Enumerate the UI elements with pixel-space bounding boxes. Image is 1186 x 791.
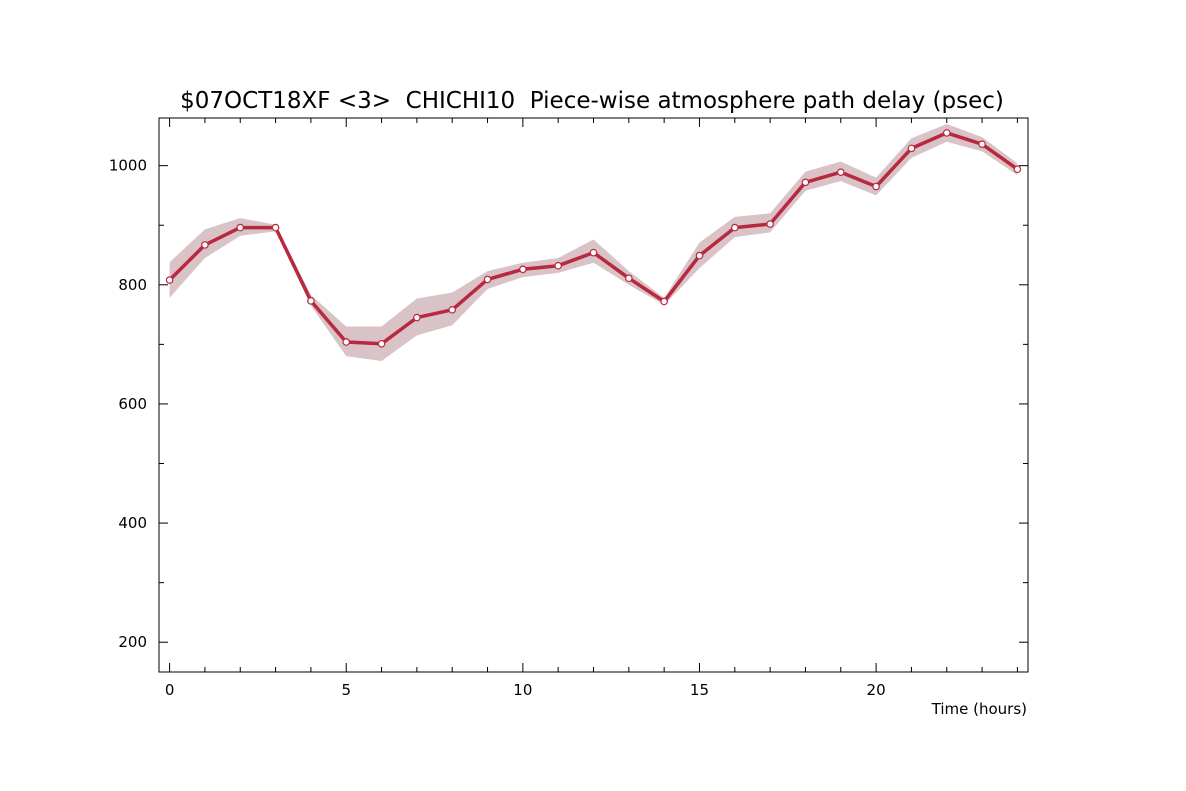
data-point [907, 144, 916, 153]
data-point [589, 248, 598, 257]
marker-layer [165, 129, 1022, 348]
data-point [483, 275, 492, 284]
data-point [201, 241, 209, 249]
data-point [413, 313, 421, 322]
chart-title: $07OCT18XF <3> CHICHI10 Piece-wise atmos… [180, 88, 1004, 114]
y-tick-label: 800 [118, 276, 147, 294]
data-point [766, 220, 774, 228]
x-tick-label: 10 [513, 681, 532, 699]
plot-area-frame [158, 117, 1029, 673]
data-point [836, 168, 845, 177]
data-point [695, 251, 704, 260]
data-point [236, 223, 245, 232]
y-tick-label: 600 [118, 395, 147, 413]
data-point [625, 274, 633, 283]
data-point [872, 182, 880, 191]
data-point [731, 223, 739, 232]
data-point [307, 297, 315, 305]
data-point [377, 339, 386, 348]
data-point [271, 223, 280, 232]
axis-ticks: 0 5 10 15 20 200 400 600 800 1000 [109, 118, 1028, 699]
x-tick-label: 20 [867, 681, 886, 699]
x-axis-label: Time (hours) [931, 700, 1027, 718]
confidence-band-layer [169, 124, 1018, 361]
y-tick-label: 400 [118, 514, 147, 532]
data-point [942, 129, 951, 137]
data-point [519, 265, 527, 274]
x-tick-label: 5 [341, 681, 351, 699]
data-point [978, 140, 986, 149]
delay-uncertainty-band [169, 124, 1018, 361]
data-point [1013, 165, 1022, 174]
data-point [801, 178, 810, 187]
data-point [342, 338, 351, 346]
x-tick-label: 15 [690, 681, 709, 699]
x-tick-label: 0 [165, 681, 175, 699]
data-point [448, 306, 456, 314]
y-tick-label: 1000 [109, 157, 147, 175]
y-tick-label: 200 [118, 633, 147, 651]
data-point [660, 297, 668, 306]
data-point [165, 276, 174, 284]
data-point [554, 261, 562, 270]
